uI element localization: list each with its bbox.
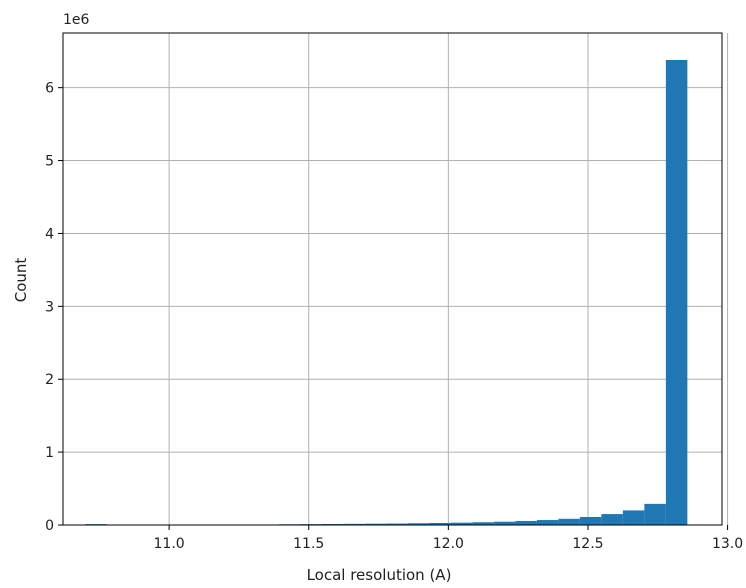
x-tick-label: 11.5 — [293, 536, 324, 552]
histogram-bar — [644, 503, 666, 525]
y-tick-label: 4 — [45, 226, 54, 242]
y-tick-label: 2 — [45, 372, 54, 388]
y-offset-label: 1e6 — [63, 12, 90, 28]
y-tick-label: 1 — [45, 445, 54, 461]
x-tick-label: 12.0 — [433, 536, 464, 552]
x-tick-label: 12.5 — [572, 536, 603, 552]
histogram-bar — [515, 520, 537, 525]
histogram-bar — [622, 510, 645, 525]
x-tick-label: 13.0 — [712, 536, 743, 552]
histogram-bar — [558, 518, 580, 525]
histogram-bar — [364, 523, 387, 525]
histogram-bar — [343, 523, 365, 525]
y-tick-label: 6 — [45, 81, 54, 97]
histogram-bars — [85, 59, 688, 526]
y-tick-label: 3 — [45, 299, 54, 315]
histogram-bar — [493, 521, 516, 525]
histogram-bar — [472, 522, 494, 525]
histogram-bar — [407, 523, 430, 525]
x-tick-label: 11.0 — [154, 536, 185, 552]
y-axis-label: Count — [12, 258, 30, 303]
histogram-bar — [665, 59, 688, 526]
grid-lines — [63, 33, 729, 526]
x-axis-label: Local resolution (A) — [307, 566, 452, 584]
y-tick-label: 5 — [45, 154, 54, 170]
histogram-bar — [321, 523, 344, 525]
histogram-bar — [450, 522, 473, 525]
histogram-bar — [536, 520, 559, 525]
histogram-bar — [386, 523, 408, 525]
histogram-bar — [601, 514, 623, 525]
y-tick-label: 0 — [45, 518, 54, 534]
axis-ticks: 11.0 11.5 12.0 12.5 13.0 0 1 2 3 4 5 6 — [45, 81, 743, 552]
plot-frame — [62, 32, 723, 526]
histogram-bar — [579, 516, 602, 525]
histogram-bar — [429, 522, 451, 525]
